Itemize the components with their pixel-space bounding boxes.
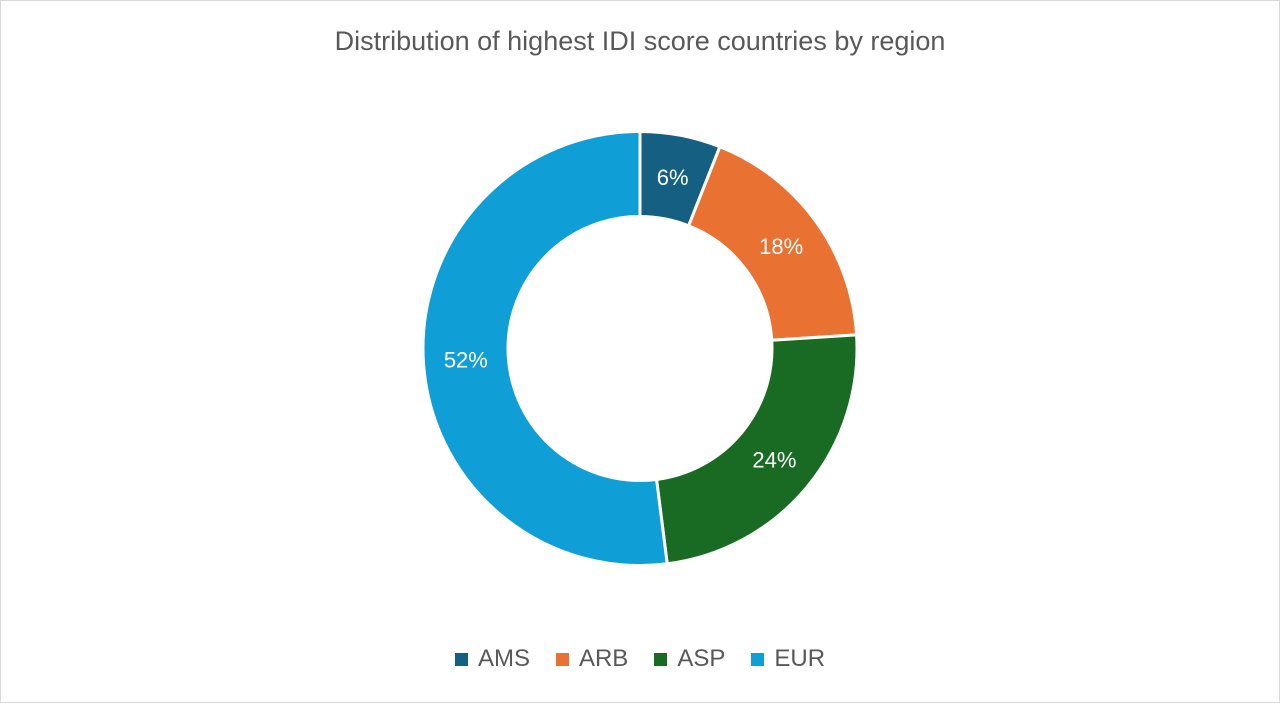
legend-item-asp: ASP [654,645,725,673]
legend-item-eur: EUR [751,645,825,673]
slice-eur [421,129,669,567]
legend-item-ams: AMS [454,645,530,673]
legend-swatch [555,652,569,666]
legend-label: ASP [677,645,726,672]
data-label-arb: 18% [759,234,803,259]
legend-label: ARB [578,645,629,672]
slice-asp [654,333,859,566]
legend-swatch [654,652,668,666]
data-label-eur: 52% [444,347,488,372]
data-label-asp: 24% [752,448,796,473]
legend: AMS ARB ASP EUR [0,645,1280,673]
legend-swatch [454,652,468,666]
legend-item-arb: ARB [555,645,629,673]
legend-label: EUR [774,645,826,672]
chart-title: Distribution of highest IDI score countr… [334,26,946,56]
legend-label: AMS [477,645,530,672]
legend-swatch [751,652,765,666]
data-label-ams: 6% [657,165,689,190]
